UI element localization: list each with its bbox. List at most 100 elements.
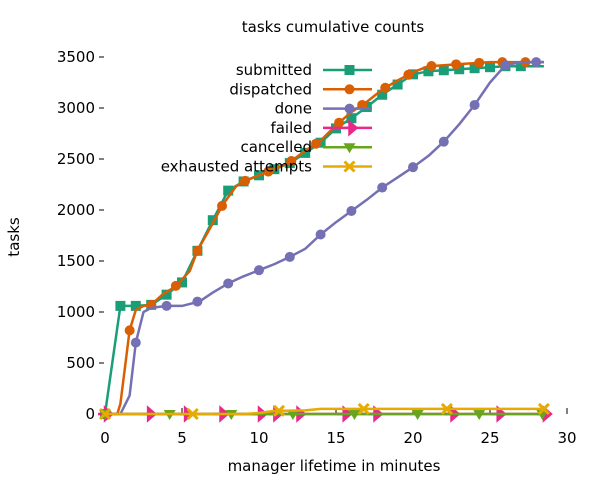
legend-item: cancelled <box>240 138 372 156</box>
data-point <box>346 113 357 124</box>
legend-label: cancelled <box>240 138 312 156</box>
data-point <box>438 65 449 76</box>
data-point <box>469 63 480 74</box>
data-point <box>377 182 388 193</box>
data-point <box>537 402 550 415</box>
series-submitted <box>100 61 544 419</box>
data-point <box>186 407 199 421</box>
legend-label: done <box>275 100 312 118</box>
data-point <box>286 155 297 166</box>
legend-swatch-marker <box>344 103 355 114</box>
data-point <box>272 404 286 417</box>
legend-swatch-marker <box>342 119 359 137</box>
x-tick-label: 25 <box>480 429 499 447</box>
data-point <box>469 99 480 110</box>
data-point <box>177 277 187 288</box>
x-axis-label: manager lifetime in minutes <box>228 457 441 475</box>
data-point <box>130 300 141 311</box>
y-tick-label: 3000 <box>57 99 95 117</box>
data-point <box>440 402 453 415</box>
data-point <box>474 57 485 68</box>
data-point <box>284 251 295 262</box>
series-exhausted-attempts <box>98 402 550 421</box>
legend-label: submitted <box>236 61 312 79</box>
y-tick-label: 1500 <box>57 252 95 270</box>
data-point <box>223 278 234 289</box>
y-tick-label: 2500 <box>57 150 95 168</box>
legend-item: exhausted attempts <box>161 158 372 176</box>
data-point <box>515 61 526 72</box>
data-point <box>192 245 203 256</box>
data-point <box>348 410 361 420</box>
legend-swatch-marker <box>344 65 355 75</box>
data-point <box>286 410 299 420</box>
data-point <box>438 136 449 147</box>
y-tick-label: 2000 <box>57 201 95 219</box>
data-point <box>361 101 372 112</box>
data-point <box>531 57 542 68</box>
x-tick-label: 15 <box>326 429 345 447</box>
data-point <box>346 206 357 217</box>
data-point <box>115 300 126 311</box>
series-line <box>105 60 544 416</box>
legend-swatch-marker <box>343 160 356 173</box>
data-point <box>380 82 391 93</box>
data-point <box>310 138 321 149</box>
legend-label: dispatched <box>229 80 312 98</box>
data-point <box>411 410 424 420</box>
legend-label: failed <box>270 119 312 137</box>
data-point <box>207 215 218 226</box>
y-tick-label: 0 <box>85 405 95 423</box>
x-tick-label: 0 <box>100 429 110 447</box>
legend-item: done <box>275 100 372 118</box>
data-point <box>403 69 414 80</box>
series-line <box>105 60 544 416</box>
data-point <box>334 117 345 128</box>
y-tick-label: 3500 <box>57 48 95 66</box>
x-tick-label: 5 <box>177 429 187 447</box>
y-tick-label: 500 <box>66 354 95 372</box>
data-point <box>263 166 274 177</box>
data-point <box>217 200 228 211</box>
data-point <box>392 79 403 90</box>
data-point <box>300 147 311 158</box>
series-layer <box>98 57 553 423</box>
data-point <box>98 407 112 421</box>
legend-item: failed <box>270 119 372 137</box>
data-point <box>423 66 434 77</box>
axes: 0 5 10 15 20 25 30 0 500 1000 1500 2000 2500 3000 3500 <box>57 48 577 447</box>
data-point <box>473 410 486 420</box>
legend-swatch-marker <box>344 84 355 95</box>
y-tick-label: 1000 <box>57 303 95 321</box>
data-point <box>170 280 181 291</box>
legend-item: dispatched <box>229 80 372 98</box>
data-point <box>408 162 418 173</box>
data-point <box>357 402 370 415</box>
data-point <box>315 229 326 240</box>
data-point <box>223 185 234 196</box>
x-tick-label: 30 <box>557 429 576 447</box>
data-point <box>240 175 251 186</box>
chart-title: tasks cumulative counts <box>242 18 425 36</box>
data-point <box>161 300 172 311</box>
data-point <box>130 337 141 348</box>
data-point <box>124 325 135 336</box>
legend-item: submitted <box>236 61 372 79</box>
data-point <box>485 62 495 73</box>
data-point <box>454 64 465 75</box>
data-point <box>377 89 388 100</box>
data-point <box>426 60 437 71</box>
data-point <box>192 296 203 307</box>
y-axis-label: tasks <box>5 217 23 257</box>
series-done <box>100 57 544 419</box>
x-tick-label: 20 <box>403 429 422 447</box>
legend-swatch-marker <box>343 143 356 154</box>
x-tick-label: 10 <box>249 429 268 447</box>
data-point <box>161 289 172 300</box>
series-line <box>103 64 544 415</box>
legend-label: exhausted attempts <box>161 158 312 176</box>
data-point <box>254 265 264 276</box>
data-point <box>500 60 511 71</box>
